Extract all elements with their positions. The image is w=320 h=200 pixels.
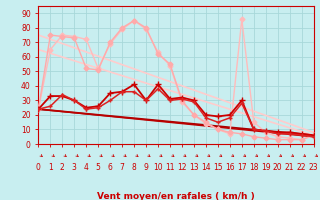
X-axis label: Vent moyen/en rafales ( km/h ): Vent moyen/en rafales ( km/h ) bbox=[97, 192, 255, 200]
